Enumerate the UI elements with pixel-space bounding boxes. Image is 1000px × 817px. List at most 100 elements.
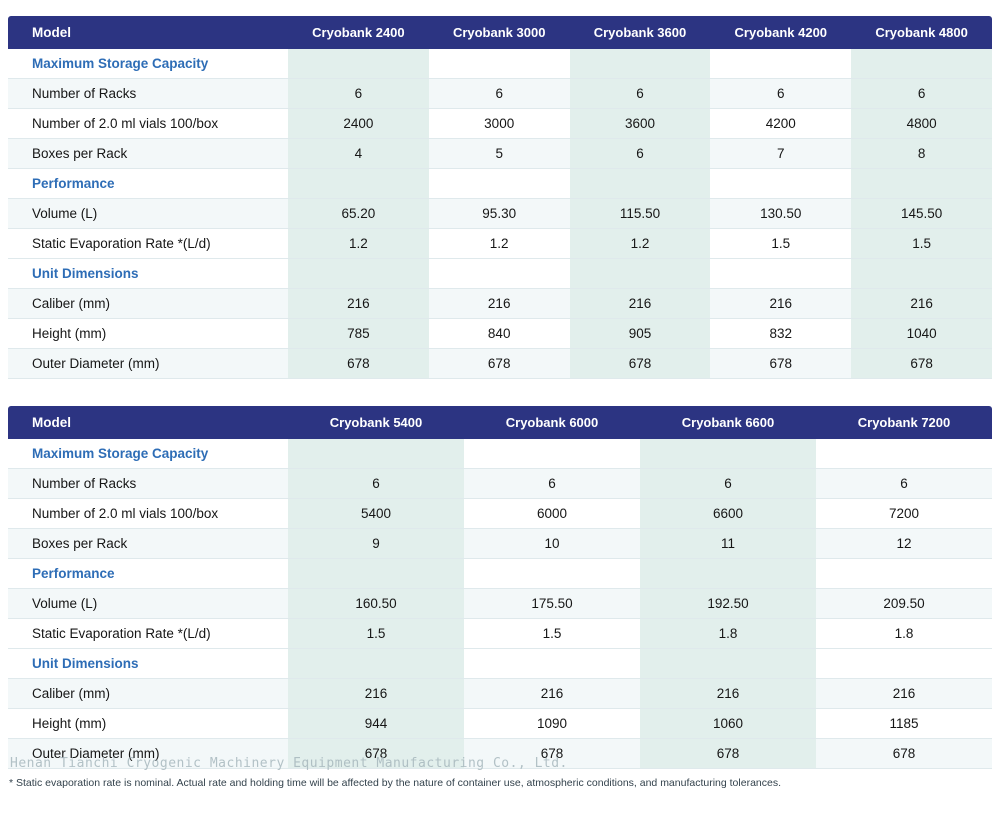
cell-value: 1185 (816, 708, 992, 739)
cell-value: 216 (428, 288, 570, 319)
cell-value: 115.50 (569, 198, 711, 229)
cell-value: 216 (464, 678, 640, 709)
section-spacer-cell (428, 258, 570, 289)
data-row: Number of 2.0 ml vials 100/box 2400 3000 36… (8, 108, 992, 139)
section-row: Performance (8, 558, 992, 589)
cell-value: 678 (816, 738, 992, 769)
data-row: Volume (L) 160.50 175.50 192.50 209.50 (8, 588, 992, 619)
cell-value: 3600 (569, 108, 711, 139)
section-spacer-cell (288, 168, 429, 199)
section-spacer-cell (710, 49, 852, 79)
cell-value: 209.50 (816, 588, 992, 619)
section-spacer-cell (640, 558, 816, 589)
section-title: Unit Dimensions (8, 648, 288, 679)
cell-value: 65.20 (288, 198, 429, 229)
model-name-header: Cryobank 3600 (569, 16, 711, 49)
cell-value: 678 (288, 348, 429, 379)
cell-value: 175.50 (464, 588, 640, 619)
cell-value: 785 (288, 318, 429, 349)
cell-value: 678 (428, 348, 570, 379)
cell-value: 145.50 (851, 198, 992, 229)
section-spacer-cell (816, 558, 992, 589)
section-spacer-cell (428, 49, 570, 79)
section-spacer-cell (569, 168, 711, 199)
section-title: Performance (8, 168, 288, 199)
cell-value: 6 (569, 78, 711, 109)
section-spacer-cell (464, 439, 640, 469)
header-row: Model Cryobank 2400 Cryobank 3000 Cryobank … (8, 16, 992, 49)
cell-value: 2400 (288, 108, 429, 139)
cell-value: 216 (851, 288, 992, 319)
model-name-header: Cryobank 2400 (288, 16, 429, 49)
cell-value: 678 (288, 738, 464, 769)
section-row: Unit Dimensions (8, 648, 992, 679)
cell-value: 6 (464, 468, 640, 499)
model-name-header: Cryobank 5400 (288, 406, 464, 439)
model-name-header: Cryobank 6000 (464, 406, 640, 439)
model-name-header: Cryobank 7200 (816, 406, 992, 439)
row-label: Boxes per Rack (8, 138, 288, 169)
section-spacer-cell (288, 439, 464, 469)
section-spacer-cell (288, 49, 429, 79)
cell-value: 10 (464, 528, 640, 559)
cell-value: 905 (569, 318, 711, 349)
row-label: Height (mm) (8, 318, 288, 349)
row-label: Caliber (mm) (8, 288, 288, 319)
cell-value: 6 (816, 468, 992, 499)
cell-value: 4800 (851, 108, 992, 139)
data-row: Outer Diameter (mm) 678 678 678 678 678 (8, 348, 992, 379)
data-row: Number of Racks 6 6 6 6 6 (8, 78, 992, 109)
cell-value: 11 (640, 528, 816, 559)
cell-value: 6 (428, 78, 570, 109)
cell-value: 5400 (288, 498, 464, 529)
cell-value: 6 (640, 468, 816, 499)
cell-value: 4200 (710, 108, 852, 139)
row-label: Outer Diameter (mm) (8, 738, 288, 769)
data-row: Boxes per Rack 4 5 6 7 8 (8, 138, 992, 169)
section-spacer-cell (851, 258, 992, 289)
cell-value: 1.8 (816, 618, 992, 649)
cell-value: 130.50 (710, 198, 852, 229)
data-row: Height (mm) 785 840 905 832 1040 (8, 318, 992, 349)
evaporation-rate-footnote: * Static evaporation rate is nominal. Ac… (9, 777, 782, 789)
cell-value: 678 (569, 348, 711, 379)
data-row: Volume (L) 65.20 95.30 115.50 130.50 145.50 (8, 198, 992, 229)
cell-value: 1.5 (710, 228, 852, 259)
row-label: Volume (L) (8, 198, 288, 229)
model-name-header: Cryobank 4200 (710, 16, 852, 49)
row-label: Number of 2.0 ml vials 100/box (8, 498, 288, 529)
data-row: Caliber (mm) 216 216 216 216 (8, 678, 992, 709)
cell-value: 95.30 (428, 198, 570, 229)
row-label: Static Evaporation Rate *(L/d) (8, 228, 288, 259)
section-spacer-cell (816, 439, 992, 469)
section-row: Unit Dimensions (8, 258, 992, 289)
cell-value: 1.2 (569, 228, 711, 259)
cell-value: 216 (816, 678, 992, 709)
cell-value: 1040 (851, 318, 992, 349)
cell-value: 1.5 (851, 228, 992, 259)
cell-value: 6 (569, 138, 711, 169)
section-row: Maximum Storage Capacity (8, 439, 992, 469)
cell-value: 1.2 (288, 228, 429, 259)
row-label: Volume (L) (8, 588, 288, 619)
row-label: Number of Racks (8, 78, 288, 109)
row-label: Height (mm) (8, 708, 288, 739)
section-spacer-cell (816, 648, 992, 679)
model-header-label: Model (8, 406, 288, 439)
row-label: Static Evaporation Rate *(L/d) (8, 618, 288, 649)
data-row: Boxes per Rack 9 10 11 12 (8, 528, 992, 559)
data-row: Number of Racks 6 6 6 6 (8, 468, 992, 499)
cell-value: 1.5 (288, 618, 464, 649)
cell-value: 1.5 (464, 618, 640, 649)
section-spacer-cell (710, 168, 852, 199)
row-label: Boxes per Rack (8, 528, 288, 559)
cell-value: 6 (288, 78, 429, 109)
cell-value: 678 (464, 738, 640, 769)
cell-value: 8 (851, 138, 992, 169)
row-label: Number of 2.0 ml vials 100/box (8, 108, 288, 139)
cell-value: 1.8 (640, 618, 816, 649)
cell-value: 216 (640, 678, 816, 709)
data-row: Static Evaporation Rate *(L/d) 1.5 1.5 1.8 1… (8, 618, 992, 649)
cell-value: 216 (288, 288, 429, 319)
